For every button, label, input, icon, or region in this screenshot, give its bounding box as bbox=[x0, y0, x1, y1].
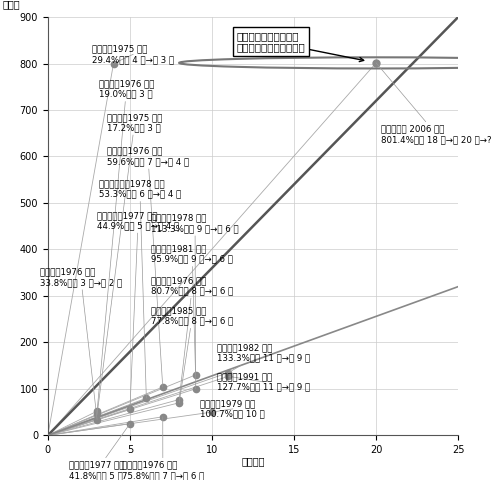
Text: 紀伊長島町、1978 年、
53.3%、旧 6 年→新 4 年: 紀伊長島町、1978 年、 53.3%、旧 6 年→新 4 年 bbox=[98, 180, 181, 398]
Text: 小田町、1978 年、
113.3%、旧 9 年→新 6 年: 小田町、1978 年、 113.3%、旧 9 年→新 6 年 bbox=[152, 214, 239, 389]
Text: 香春町、1985 年、
77.8%、旧 8 年→新 6 年: 香春町、1985 年、 77.8%、旧 8 年→新 6 年 bbox=[152, 306, 234, 403]
Text: 広川町、1979 年、
100.7%、旧 10 年: 広川町、1979 年、 100.7%、旧 10 年 bbox=[200, 399, 265, 419]
Text: 他の財政再建団体とは
次元の異なる規模の赤字: 他の財政再建団体とは 次元の異なる規模の赤字 bbox=[236, 31, 364, 61]
Text: 赤池町、1991 年、
127.7%、旧 11 年→新 9 年: 赤池町、1991 年、 127.7%、旧 11 年→新 9 年 bbox=[217, 372, 310, 392]
Text: 竹田市、1975 年、
17.2%、旧 3 年: 竹田市、1975 年、 17.2%、旧 3 年 bbox=[97, 113, 162, 414]
X-axis label: （年数）: （年数） bbox=[242, 456, 265, 467]
Text: 下松市、1976 年、
75.8%、旧 7 年→新 6 年: 下松市、1976 年、 75.8%、旧 7 年→新 6 年 bbox=[122, 417, 204, 480]
Text: 行橋市、1976 年、
19.0%、旧 3 年: 行橋市、1976 年、 19.0%、旧 3 年 bbox=[97, 79, 154, 411]
Text: 中条町、1976 年、
33.8%、旧 3 年→新 2 年: 中条町、1976 年、 33.8%、旧 3 年→新 2 年 bbox=[40, 268, 122, 420]
Text: 上野市、1977 年、
41.8%、旧 5 年: 上野市、1977 年、 41.8%、旧 5 年 bbox=[69, 424, 130, 480]
Text: 高野口町、1977 年、
44.9%、旧 5 年→新 4 年: 高野口町、1977 年、 44.9%、旧 5 年→新 4 年 bbox=[97, 211, 179, 409]
Text: 方城町、1982 年、
133.3%、旧 11 年→新 9 年: 方城町、1982 年、 133.3%、旧 11 年→新 9 年 bbox=[217, 343, 310, 372]
Text: 豊前市、1975 年、
29.4%、旧 4 年→新 3 年: 豊前市、1975 年、 29.4%、旧 4 年→新 3 年 bbox=[92, 45, 174, 64]
Text: 屋山町、1976 年、
80.7%、旧 8 年→新 6 年: 屋山町、1976 年、 80.7%、旧 8 年→新 6 年 bbox=[152, 276, 234, 399]
Y-axis label: （％）: （％） bbox=[2, 0, 20, 9]
Text: 夕張市、旧 2006 年、
801.4%、旧 18 年→新 20 年→?: 夕張市、旧 2006 年、 801.4%、旧 18 年→新 20 年→? bbox=[376, 63, 492, 144]
Text: 金田町、1981 年、
95.9%、旧 9 年→新 6 年: 金田町、1981 年、 95.9%、旧 9 年→新 6 年 bbox=[152, 244, 233, 375]
Text: 米沢市、1976 年、
59.6%、旧 7 年→新 4 年: 米沢市、1976 年、 59.6%、旧 7 年→新 4 年 bbox=[107, 147, 189, 387]
